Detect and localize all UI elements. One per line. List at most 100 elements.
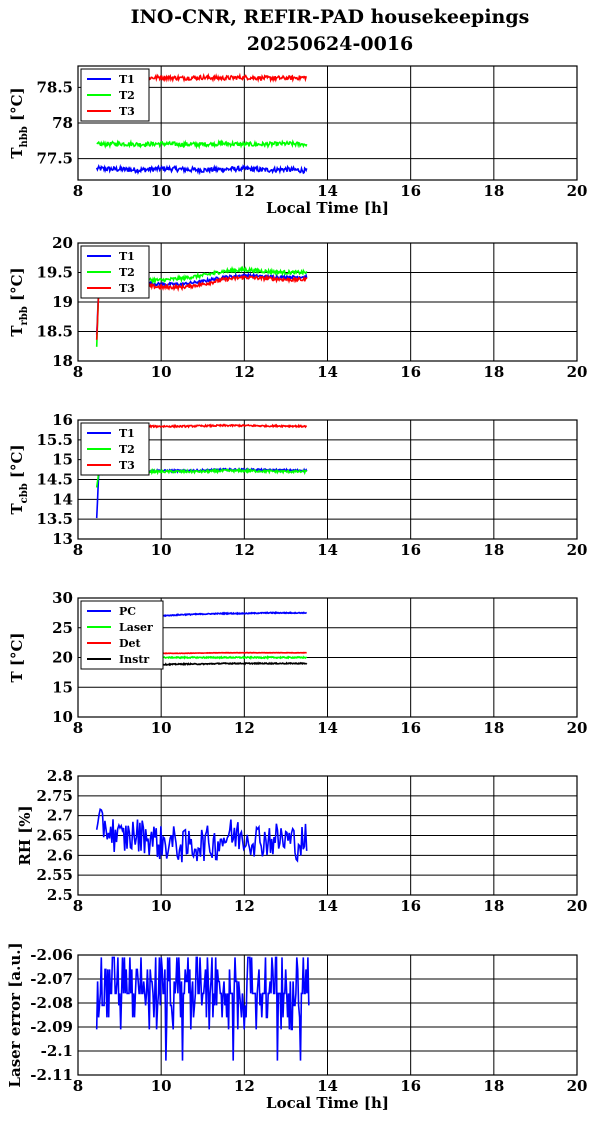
x-tick-label: 12: [234, 719, 255, 737]
legend-label: T1: [119, 427, 135, 440]
y-tick-label: 20: [52, 649, 73, 667]
y-tick-label: 20: [52, 234, 73, 252]
legend: T1 T2 T3: [80, 422, 150, 476]
x-tick-label: 12: [234, 363, 255, 381]
y-tick-label: 2.8: [47, 767, 73, 785]
y-tick-label: 2.75: [36, 787, 73, 805]
x-tick-label: 8: [73, 897, 83, 915]
plot-frame: [77, 954, 578, 1076]
y-tick-label: 25: [52, 619, 73, 637]
y-tick-label: 16: [52, 411, 73, 429]
y-tick-label: -2.07: [30, 970, 73, 988]
x-tick-label: 8: [73, 719, 83, 737]
y-tick-label: 19: [52, 293, 73, 311]
panel-1: 8 10 12 14 16 18 20 77.5 78 78.5 Local Time [h] Thb…: [8, 65, 588, 217]
x-tick-label: 16: [400, 541, 421, 559]
y-axis-label-unit: [°C]: [8, 87, 26, 126]
y-tick-label: 18: [52, 352, 73, 370]
y-tick-label: 19.5: [36, 264, 73, 282]
y-tick-label: 15: [52, 678, 73, 696]
x-tick-label: 8: [73, 1077, 83, 1095]
y-tick-label: -2.11: [30, 1066, 73, 1084]
x-tick-label: 8: [73, 182, 83, 200]
x-tick-label: 20: [567, 182, 588, 200]
x-tick-label: 10: [151, 182, 172, 200]
y-axis-label: Thbb [°C]: [8, 87, 30, 158]
y-axis-label: Tcbb [°C]: [8, 444, 30, 514]
legend-label: PC: [119, 605, 136, 618]
legend: T1 T2 T3: [80, 245, 150, 299]
legend-label: T3: [119, 459, 135, 472]
series-line-data: [95, 808, 308, 863]
x-tick-label: 18: [483, 182, 504, 200]
x-tick-label: 20: [567, 363, 588, 381]
y-axis-label: Laser error [a.u.]: [6, 942, 24, 1087]
x-tick-label: 12: [234, 541, 255, 559]
y-axis-label-main: T: [8, 147, 26, 159]
x-tick-label: 18: [483, 541, 504, 559]
legend: PC Laser Det Instr: [80, 600, 164, 670]
y-tick-label: 13.5: [36, 510, 73, 528]
panel-6: 8 10 12 14 16 18 20 -2.11 -2.1 -2.09 -2.08 -2.07 -2.…: [6, 942, 587, 1112]
y-tick-label: 14: [52, 490, 73, 508]
x-tick-label: 14: [317, 1077, 338, 1095]
figure-title-line1: INO-CNR, REFIR-PAD housekeepings: [131, 6, 530, 28]
y-axis-label-unit: [°C]: [8, 444, 26, 483]
legend-box: [80, 600, 164, 670]
y-axis-label-sub: rbb: [19, 306, 30, 325]
x-tick-label: 12: [234, 1077, 255, 1095]
x-tick-label: 18: [483, 363, 504, 381]
legend-label: Det: [119, 637, 142, 650]
x-tick-label: 18: [483, 897, 504, 915]
x-tick-label: 12: [234, 897, 255, 915]
legend-label: T3: [119, 282, 135, 295]
x-tick-label: 14: [317, 541, 338, 559]
x-tick-label: 14: [317, 363, 338, 381]
x-tick-label: 20: [567, 897, 588, 915]
series-line-t2: [96, 139, 308, 150]
y-axis-label-main: T [°C]: [8, 632, 26, 682]
plot-frame: [77, 242, 578, 362]
y-axis-label: T [°C]: [8, 632, 26, 682]
x-axis-label: Local Time [h]: [266, 1094, 389, 1112]
legend-label: T1: [119, 73, 135, 86]
y-tick-label: 18.5: [36, 323, 73, 341]
x-tick-label: 10: [151, 541, 172, 559]
y-axis-label-main: Laser error [a.u.]: [6, 942, 24, 1087]
y-tick-label: 10: [52, 708, 73, 726]
y-axis-label-main: RH [%]: [16, 805, 34, 865]
y-tick-label: 30: [52, 589, 73, 607]
plot-frame: [77, 419, 578, 540]
plot-frame: [77, 775, 578, 896]
x-tick-label: 16: [400, 1077, 421, 1095]
plot-frame: [77, 597, 578, 718]
x-tick-label: 14: [317, 897, 338, 915]
y-axis-label-sub: hbb: [19, 126, 30, 147]
series-line-laser: [152, 655, 308, 661]
x-tick-label: 20: [567, 541, 588, 559]
y-tick-label: 2.7: [47, 807, 73, 825]
y-tick-label: 2.5: [47, 886, 73, 904]
y-tick-label: 2.55: [36, 866, 73, 884]
x-tick-label: 16: [400, 897, 421, 915]
y-axis-label-main: T: [8, 325, 26, 337]
x-tick-label: 10: [151, 363, 172, 381]
legend-label: T1: [119, 250, 135, 263]
legend: T1 T2 T3: [80, 68, 150, 122]
x-tick-label: 12: [234, 182, 255, 200]
y-axis-label-unit: [°C]: [8, 267, 26, 306]
series-line-data: [95, 956, 310, 1061]
y-axis-label: Trbb [°C]: [8, 267, 30, 336]
x-tick-label: 16: [400, 182, 421, 200]
y-tick-label: 77.5: [36, 150, 73, 168]
figure-title-line2: 20250624-0016: [247, 33, 414, 55]
series-line-t1: [95, 163, 308, 176]
x-tick-label: 10: [151, 719, 172, 737]
x-tick-label: 14: [317, 719, 338, 737]
x-tick-label: 14: [317, 182, 338, 200]
panel-2: 8 10 12 14 16 18 20 18 18.5 19 19.5 20 Trbb [°C] T1 T2…: [8, 234, 587, 381]
